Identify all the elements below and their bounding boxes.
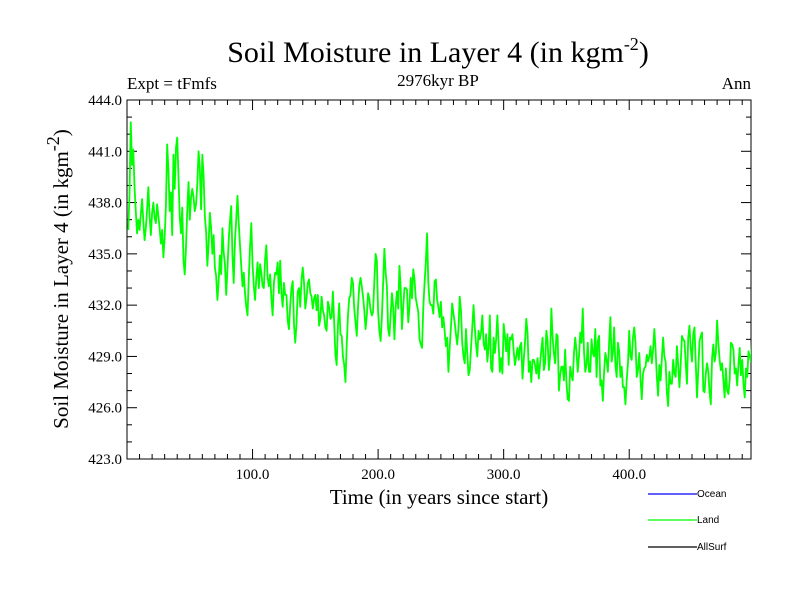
chart-title-close: ) — [639, 36, 649, 69]
x-tick-label: 400.0 — [612, 467, 646, 483]
y-tick-label: 429.0 — [88, 349, 122, 365]
x-axis: 100.0 200.0 300.0 400.0 — [139, 100, 743, 483]
y-axis-title-main: Soil Moisture in Layer 4 (in kgm — [49, 151, 73, 429]
legend: Ocean Land AllSurf — [648, 489, 727, 553]
chart-subtitle: 2976kyr BP — [397, 71, 479, 90]
legend-label-allsurf: AllSurf — [697, 542, 727, 553]
plot-area — [126, 99, 752, 460]
y-axis: 423.0 426.0 429.0 432.0 435.0 438.0 441.0 444.0 — [88, 93, 751, 468]
y-tick-label: 426.0 — [88, 401, 122, 417]
chart-title-main: Soil Moisture in Layer 4 (in kgm — [227, 36, 624, 69]
y-tick-label: 441.0 — [88, 144, 122, 160]
chart-title-exponent: -2 — [624, 34, 639, 54]
y-tick-label: 444.0 — [88, 93, 122, 109]
y-tick-label: 435.0 — [88, 247, 122, 263]
x-axis-title: Time (in years since start) — [330, 485, 549, 509]
season-label: Ann — [722, 74, 752, 93]
x-tick-label: 200.0 — [361, 467, 395, 483]
y-tick-label: 423.0 — [88, 452, 122, 468]
land-series-line — [127, 121, 751, 407]
x-tick-label: 100.0 — [236, 467, 270, 483]
legend-label-land: Land — [697, 515, 719, 526]
experiment-label: Expt = tFmfs — [127, 74, 217, 93]
x-tick-label: 300.0 — [487, 467, 521, 483]
chart-title: Soil Moisture in Layer 4 (in kgm-2) — [227, 34, 649, 69]
y-tick-label: 438.0 — [88, 196, 122, 212]
y-axis-title: Soil Moisture in Layer 4 (in kgm-2) — [43, 129, 73, 429]
y-axis-title-exponent: -2 — [43, 136, 63, 151]
y-tick-label: 432.0 — [88, 298, 122, 314]
legend-label-ocean: Ocean — [697, 489, 726, 500]
y-axis-title-close: ) — [49, 129, 73, 136]
